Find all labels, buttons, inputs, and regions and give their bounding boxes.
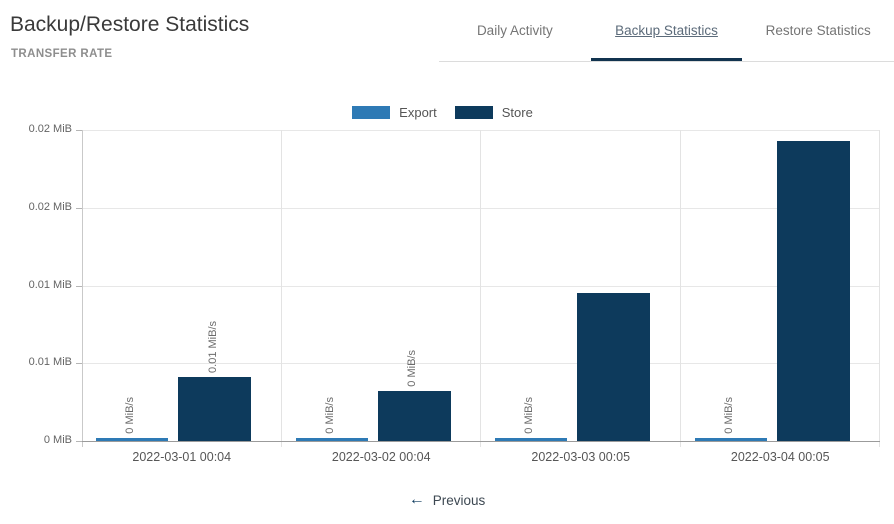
export-legend-label[interactable]: Export	[399, 105, 437, 120]
chart-plot-area: 0.02 MiB 0.02 MiB 0.01 MiB 0.01 MiB 0 MiB 0 M…	[29, 123, 880, 464]
bar-export	[495, 438, 567, 441]
bar-export	[694, 438, 767, 441]
bar-export	[295, 438, 368, 441]
y-axis-tick-label: 0 MiB	[43, 434, 72, 446]
tab-restore-statistics[interactable]: Restore Statistics	[765, 23, 871, 38]
export-legend-swatch[interactable]	[352, 106, 391, 119]
chart-legend: Export Store	[0, 105, 894, 120]
gridline-vertical	[280, 130, 282, 447]
store-legend-label[interactable]: Store	[501, 105, 533, 120]
bar-value-label: 0 MiB/s	[124, 397, 136, 434]
x-axis-category-label: 2022-03-03 00:05	[531, 450, 631, 464]
y-axis-tick-label: 0.02 MiB	[28, 123, 72, 135]
y-axis-tick	[76, 363, 82, 365]
bar-value-label: 0 MiB/s	[523, 397, 535, 434]
bar-value-label: 0 MiB/s	[722, 397, 735, 434]
tab-backup-statistics[interactable]: Backup Statistics	[591, 0, 743, 61]
bar-store	[178, 377, 251, 441]
x-axis-category-label: 2022-03-04 00:05	[730, 450, 830, 464]
x-axis-category-label: 2022-03-01 00:04	[132, 450, 232, 464]
gridline-horizontal	[82, 207, 880, 209]
y-axis-tick	[76, 285, 82, 287]
chart-pagination: ← Previous	[0, 492, 894, 508]
bar-store	[577, 293, 650, 441]
x-axis-line	[82, 441, 880, 442]
gridline-horizontal	[82, 130, 880, 131]
previous-link[interactable]: ← Previous	[409, 492, 486, 508]
bar-value-label: 0.01 MiB/s	[206, 321, 219, 373]
y-axis-tick	[76, 441, 82, 442]
chart-section-title: TRANSFER RATE	[11, 48, 113, 60]
y-axis-tick	[76, 207, 82, 209]
x-axis-category-label: 2022-03-02 00:04	[331, 450, 431, 464]
gridline-horizontal	[82, 363, 880, 365]
page-title: Backup/Restore Statistics	[10, 13, 250, 36]
y-axis-tick-label: 0.02 MiB	[28, 200, 72, 213]
y-axis-line	[82, 130, 83, 447]
bar-store	[377, 391, 451, 441]
bar-store	[776, 141, 850, 441]
y-axis-tick	[76, 130, 82, 131]
bar-export	[96, 438, 168, 441]
tab-bar: Daily Activity Backup Statistics Restore…	[439, 0, 894, 62]
y-axis-tick-label: 0.01 MiB	[28, 356, 72, 369]
bar-value-label: 0 MiB/s	[406, 350, 418, 387]
previous-label: Previous	[432, 492, 486, 508]
y-axis-tick-label: 0.01 MiB	[28, 278, 72, 291]
gridline-vertical	[879, 130, 880, 447]
tab-daily-activity[interactable]: Daily Activity	[476, 23, 553, 38]
arrow-left-icon: ←	[408, 491, 425, 508]
gridline-horizontal	[82, 285, 880, 287]
bar-value-label: 0 MiB/s	[323, 397, 336, 434]
store-legend-swatch[interactable]	[454, 106, 493, 119]
gridline-vertical	[480, 130, 481, 447]
gridline-vertical	[679, 130, 681, 447]
